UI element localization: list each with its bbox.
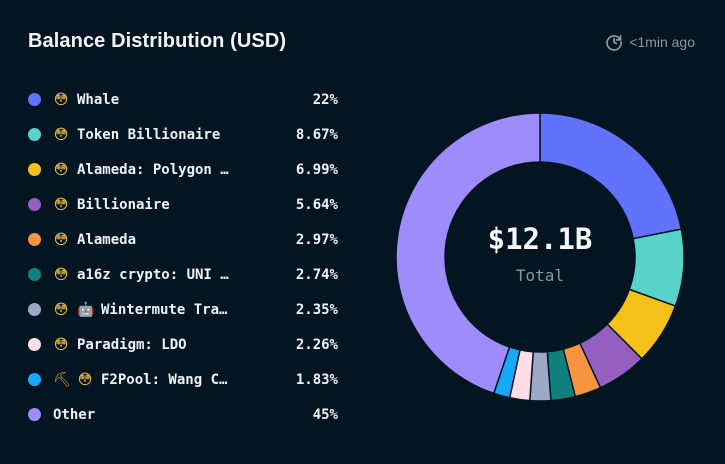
face-icon: 😳 <box>53 231 69 248</box>
robot-icon: 🤖 <box>77 301 95 318</box>
donut-chart-svg <box>395 112 685 402</box>
legend-swatch <box>28 303 41 316</box>
face-icon: 😳 <box>53 336 69 353</box>
legend-label: F2Pool: Wang C… <box>101 371 228 388</box>
legend-label: Other <box>53 406 96 423</box>
donut-slice[interactable] <box>539 112 683 240</box>
legend-percent: 1.83% <box>295 371 338 388</box>
legend-item[interactable]: 😳 Billionaire 5.64% <box>28 187 338 222</box>
legend-percent: 5.64% <box>295 196 338 213</box>
legend-swatch <box>28 163 41 176</box>
legend-label: Alameda: Polygon … <box>77 161 229 178</box>
legend-item[interactable]: 😳 a16z crypto: UNI … 2.74% <box>28 257 338 292</box>
pick-icon: ⛏ <box>53 371 71 388</box>
legend-percent: 2.74% <box>295 266 338 283</box>
legend-swatch <box>28 198 41 211</box>
legend-item[interactable]: Other 45% <box>28 397 338 432</box>
legend-swatch <box>28 338 41 351</box>
legend-label: Token Billionaire <box>77 126 221 143</box>
face-icon: 😳 <box>53 301 69 318</box>
legend-item[interactable]: 😳 Whale 22% <box>28 82 338 117</box>
legend-percent: 22% <box>312 91 338 108</box>
legend-percent: 6.99% <box>295 161 338 178</box>
chart-legend: 😳 Whale 22% 😳 Token Billionaire 8.67% 😳 Alameda… <box>28 82 338 432</box>
legend-label: Wintermute Tra… <box>101 301 228 318</box>
legend-label: Whale <box>77 91 120 108</box>
donut-slice[interactable] <box>395 112 541 395</box>
face-icon: 😳 <box>53 126 69 143</box>
legend-item[interactable]: 😳 Paradigm: LDO 2.26% <box>28 327 338 362</box>
legend-percent: 8.67% <box>295 126 338 143</box>
legend-percent: 2.26% <box>295 336 338 353</box>
legend-swatch <box>28 373 41 386</box>
face-icon: 😳 <box>53 266 69 283</box>
refresh-clock-icon[interactable] <box>605 33 623 51</box>
legend-label: Billionaire <box>77 196 170 213</box>
legend-label: Alameda <box>77 231 137 248</box>
legend-percent: 2.97% <box>295 231 338 248</box>
face-icon: 😳 <box>77 371 93 388</box>
legend-percent: 45% <box>312 406 338 423</box>
last-updated[interactable]: <1min ago <box>605 33 695 51</box>
chart-title: Balance Distribution (USD) <box>28 30 287 52</box>
donut-chart: $12.1B Total <box>395 112 685 402</box>
legend-percent: 2.35% <box>295 301 338 318</box>
legend-label: a16z crypto: UNI … <box>77 266 229 283</box>
legend-swatch <box>28 268 41 281</box>
legend-item[interactable]: ⛏ 😳 F2Pool: Wang C… 1.83% <box>28 362 338 397</box>
last-updated-text: <1min ago <box>629 34 695 50</box>
legend-swatch <box>28 93 41 106</box>
legend-item[interactable]: 😳 🤖 Wintermute Tra… 2.35% <box>28 292 338 327</box>
legend-item[interactable]: 😳 Token Billionaire 8.67% <box>28 117 338 152</box>
legend-swatch <box>28 408 41 421</box>
legend-swatch <box>28 128 41 141</box>
legend-swatch <box>28 233 41 246</box>
legend-label: Paradigm: LDO <box>77 336 187 353</box>
legend-item[interactable]: 😳 Alameda: Polygon … 6.99% <box>28 152 338 187</box>
face-icon: 😳 <box>53 91 69 108</box>
face-icon: 😳 <box>53 161 69 178</box>
face-icon: 😳 <box>53 196 69 213</box>
legend-item[interactable]: 😳 Alameda 2.97% <box>28 222 338 257</box>
